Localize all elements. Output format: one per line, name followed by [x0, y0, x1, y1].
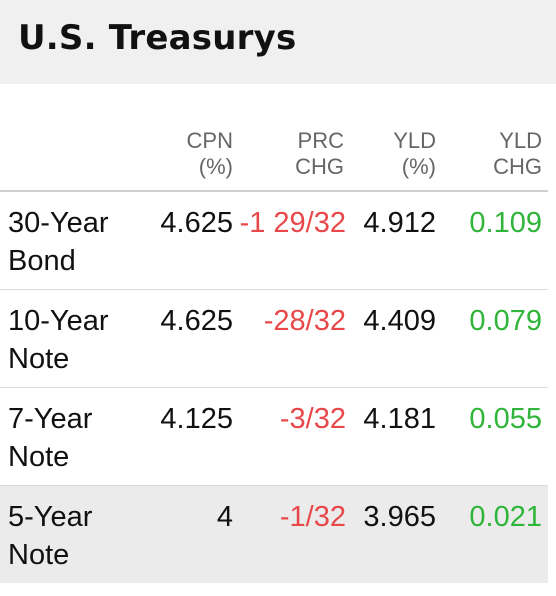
coupon-value: 4.625: [160, 207, 233, 239]
yield-value: 4.912: [363, 207, 436, 239]
price-change-value: -28/32: [263, 304, 346, 337]
price-change-value: -1/32: [279, 500, 346, 533]
table-row[interactable]: 30-Year Bond 4.625 -1 29/32 4.912 0.109: [0, 191, 548, 289]
title-bar: U.S. Treasurys: [0, 0, 556, 84]
column-header-prc-chg[interactable]: PRC CHG: [239, 84, 350, 192]
table-row[interactable]: 7-Year Note 4.125 -3/32 4.181 0.055: [0, 387, 548, 485]
column-header-yld[interactable]: YLD (%): [350, 84, 442, 192]
instrument-name: 10-Year Note: [8, 304, 109, 375]
column-header-label: PRC: [297, 128, 344, 153]
coupon-value: 4.625: [160, 304, 233, 337]
table-header-row: CPN (%) PRC CHG YLD (%) YLD CHG: [0, 84, 548, 192]
instrument-name: 7-Year Note: [8, 402, 93, 473]
page-title: U.S. Treasurys: [18, 18, 297, 58]
column-header-label: YLD: [499, 128, 542, 153]
yield-change-value: 0.055: [469, 402, 542, 435]
column-header-unit: CHG: [493, 154, 542, 179]
column-header-name: [0, 84, 142, 192]
column-header-cpn[interactable]: CPN (%): [142, 84, 239, 192]
price-change-value: -3/32: [279, 402, 346, 435]
column-header-unit: (%): [198, 154, 233, 179]
column-header-unit: (%): [401, 154, 436, 179]
yield-value: 3.965: [363, 500, 436, 533]
coupon-value: 4.125: [160, 402, 233, 435]
yield-change-value: 0.109: [469, 207, 542, 239]
treasurys-table: CPN (%) PRC CHG YLD (%) YLD CHG 30-Year …: [0, 84, 548, 583]
yield-value: 4.409: [363, 304, 436, 337]
column-header-yld-chg[interactable]: YLD CHG: [442, 84, 548, 192]
yield-value: 4.181: [363, 402, 436, 435]
yield-change-value: 0.079: [469, 304, 542, 337]
instrument-name: 5-Year Note: [8, 500, 93, 571]
instrument-name: 30-Year Bond: [8, 207, 109, 277]
price-change-value: -1 29/32: [239, 207, 346, 239]
column-header-unit: CHG: [295, 154, 344, 179]
table-row[interactable]: 10-Year Note 4.625 -28/32 4.409 0.079: [0, 289, 548, 387]
column-header-label: YLD: [393, 128, 436, 153]
column-header-label: CPN: [186, 128, 233, 153]
coupon-value: 4: [216, 500, 233, 533]
yield-change-value: 0.021: [469, 500, 542, 533]
table-row[interactable]: 5-Year Note 4 -1/32 3.965 0.021: [0, 485, 548, 583]
